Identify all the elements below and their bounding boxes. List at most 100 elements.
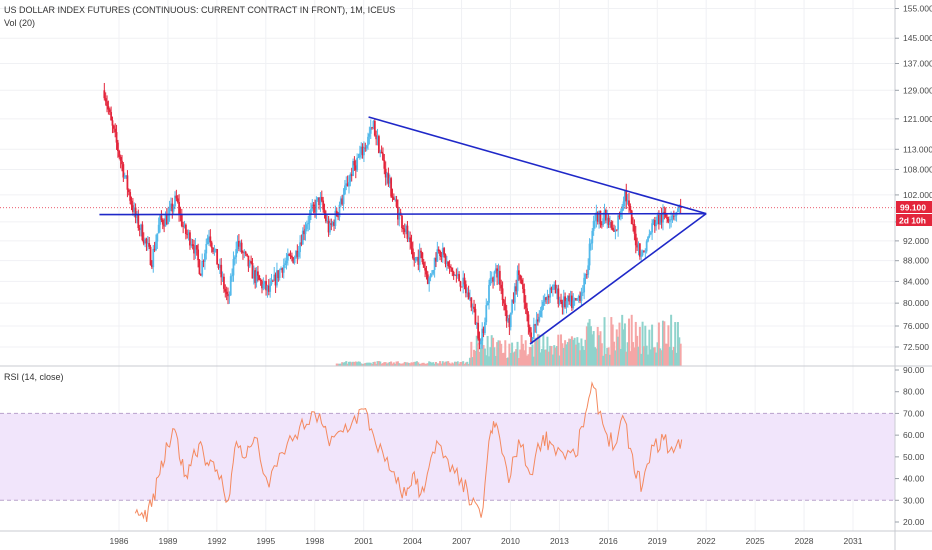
candle-body [148, 243, 151, 247]
volume-bar [345, 361, 348, 366]
candle-body [467, 292, 470, 300]
candle-body [292, 257, 295, 264]
chart-title[interactable]: US DOLLAR INDEX FUTURES (CONTINUOUS: CUR… [4, 5, 395, 15]
volume-bar [388, 362, 391, 366]
candle-body [478, 338, 481, 345]
volume-bar [675, 352, 678, 366]
candle-body [634, 233, 637, 246]
rsi-axis[interactable]: 20.00 30.00 40.00 50.00 60.00 70.00 80.00 90.00 [895, 365, 925, 527]
volume-bar [613, 341, 616, 366]
candle-body [331, 222, 334, 226]
candle-body [640, 255, 643, 257]
volume-bar [666, 343, 669, 366]
candle-body [441, 248, 444, 258]
volume-bar [447, 361, 450, 366]
candle-body [395, 199, 398, 207]
volume-bar [346, 363, 349, 366]
time-axis[interactable]: 1986 1989 1992 1995 1998 2001 2004 2007 2010 2013… [110, 536, 863, 546]
trendline[interactable] [368, 116, 707, 215]
volume-bar [402, 363, 405, 366]
candle-body [556, 288, 558, 294]
candle-body [189, 232, 191, 246]
candle-body [312, 204, 315, 207]
volume-bar [471, 357, 474, 366]
candle-body [659, 214, 662, 225]
volume-bar [520, 334, 523, 366]
candle-body [596, 212, 599, 222]
volume-bar [554, 347, 557, 366]
volume-bar [357, 361, 360, 366]
volume-bar [591, 334, 594, 366]
candle-body [403, 229, 406, 233]
volume-bar [508, 343, 511, 366]
candle-body [171, 203, 174, 212]
volume-bar [579, 350, 582, 366]
candle-body [513, 286, 516, 303]
volume-bar [360, 363, 363, 366]
candle-body [585, 274, 588, 276]
volume-label[interactable]: Vol (20) [4, 18, 35, 28]
candle-body [119, 156, 122, 161]
volume-bar [467, 363, 470, 366]
candle-body [297, 252, 300, 257]
candle-body [508, 318, 511, 328]
candle-body [377, 136, 380, 154]
volume-bar [361, 363, 364, 366]
volume-bar [521, 343, 524, 366]
candle-body [451, 267, 454, 272]
candle-body [443, 248, 446, 255]
trendlines[interactable] [99, 116, 707, 345]
volume-bar [455, 361, 458, 366]
candle-body [301, 230, 304, 245]
volume-bar [502, 352, 505, 366]
candle-body [316, 197, 319, 200]
candle-body [662, 211, 664, 223]
candle-body [647, 236, 649, 242]
volume-bar [604, 354, 607, 366]
candle-body [384, 168, 387, 178]
candle-body [335, 210, 338, 216]
volume-bar [459, 361, 462, 366]
candle-body [295, 250, 297, 259]
volume-bar [572, 339, 575, 366]
candle-body [411, 248, 414, 259]
volume-bar [627, 318, 630, 366]
candle-body [392, 197, 395, 200]
price-axis-label: 137.000 [903, 58, 932, 68]
rsi-label[interactable]: RSI (14, close) [4, 372, 64, 382]
volume-bars [335, 314, 682, 366]
trendline[interactable] [529, 213, 707, 345]
candle-body [369, 127, 372, 134]
candle-body [486, 302, 489, 306]
volume-bar [592, 331, 595, 366]
candle-body [261, 281, 263, 289]
candle-body [133, 207, 136, 212]
volume-bar [649, 349, 652, 366]
rsi-axis-label: 40.00 [903, 474, 925, 484]
trendline[interactable] [99, 212, 707, 216]
volume-bar [458, 363, 461, 366]
candle-body [251, 262, 254, 279]
volume-bar [576, 337, 579, 366]
volume-bar [512, 352, 515, 366]
candle-body [217, 264, 220, 268]
candle-body [670, 219, 673, 221]
candle-body [195, 245, 198, 250]
price-candles[interactable] [103, 82, 682, 350]
candle-body [237, 240, 240, 247]
volume-bar [618, 322, 621, 366]
candle-body [318, 197, 320, 205]
volume-bar [629, 351, 632, 366]
candle-body [202, 261, 205, 262]
candle-body [326, 220, 329, 222]
candle-body [236, 240, 239, 250]
volume-bar [632, 342, 635, 366]
volume-bar [547, 351, 550, 366]
price-axis-label: 102.000 [903, 190, 932, 200]
candle-body [352, 161, 354, 176]
candle-body [350, 174, 353, 176]
candle-body [668, 220, 671, 222]
volume-bar [481, 336, 484, 366]
candle-body [278, 269, 281, 279]
